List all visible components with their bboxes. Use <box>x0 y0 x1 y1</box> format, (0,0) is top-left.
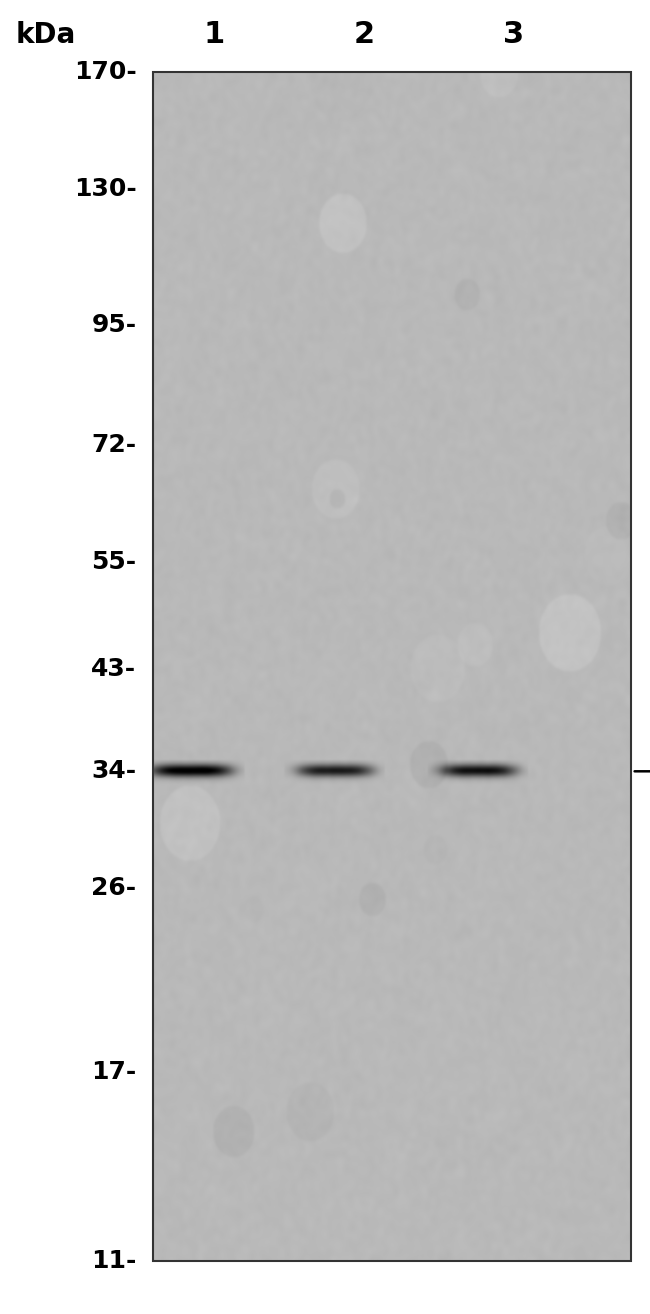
Bar <box>153 72 630 1261</box>
Text: 11-: 11- <box>91 1250 136 1273</box>
Text: 170-: 170- <box>73 60 136 84</box>
Text: 72-: 72- <box>92 434 136 457</box>
Text: 43-: 43- <box>92 657 136 681</box>
Text: 1: 1 <box>204 20 225 49</box>
Text: kDa: kDa <box>16 21 75 49</box>
Text: 130-: 130- <box>73 177 136 201</box>
Text: 95-: 95- <box>92 313 136 336</box>
Text: 2: 2 <box>354 20 374 49</box>
Text: 34-: 34- <box>92 759 136 783</box>
Text: 55-: 55- <box>92 551 136 574</box>
Text: 3: 3 <box>503 20 524 49</box>
Text: 26-: 26- <box>92 876 136 900</box>
Text: 17-: 17- <box>91 1060 136 1084</box>
